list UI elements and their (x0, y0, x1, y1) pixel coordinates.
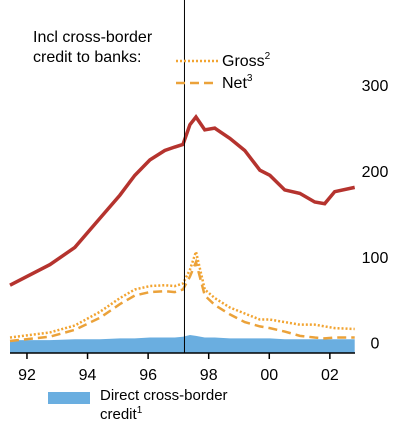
x-tick-label: 94 (79, 367, 97, 384)
legend-label: Direct cross-border credit1 (100, 388, 240, 422)
x-tick-label: 00 (260, 367, 278, 384)
legend-label: Gross2 (222, 51, 271, 70)
legend-label: Net3 (222, 73, 253, 92)
line (9, 247, 355, 339)
line (9, 114, 356, 287)
x-tick-label: 98 (200, 367, 218, 384)
line (9, 258, 355, 343)
legend-swatch (48, 392, 90, 404)
y-tick-label: 100 (362, 250, 389, 267)
legend-heading: credit to banks: (33, 49, 142, 66)
legend-text: Direct cross-border credit (100, 387, 228, 423)
legend-heading: Incl cross-border (33, 29, 153, 46)
legend-footnote: 1 (136, 405, 143, 416)
x-tick-label: 02 (321, 367, 339, 384)
x-tick-label: 96 (139, 367, 157, 384)
legend-text: Gross (222, 53, 265, 70)
x-tick-label: 92 (18, 367, 36, 384)
y-tick-label: 200 (362, 164, 389, 181)
legend-footnote: 3 (247, 73, 253, 84)
legend-text: Net (222, 75, 247, 92)
legend-footnote: 2 (265, 51, 271, 62)
y-tick-label: 0 (371, 336, 380, 353)
area (10, 334, 355, 353)
y-tick-label: 300 (362, 78, 389, 95)
